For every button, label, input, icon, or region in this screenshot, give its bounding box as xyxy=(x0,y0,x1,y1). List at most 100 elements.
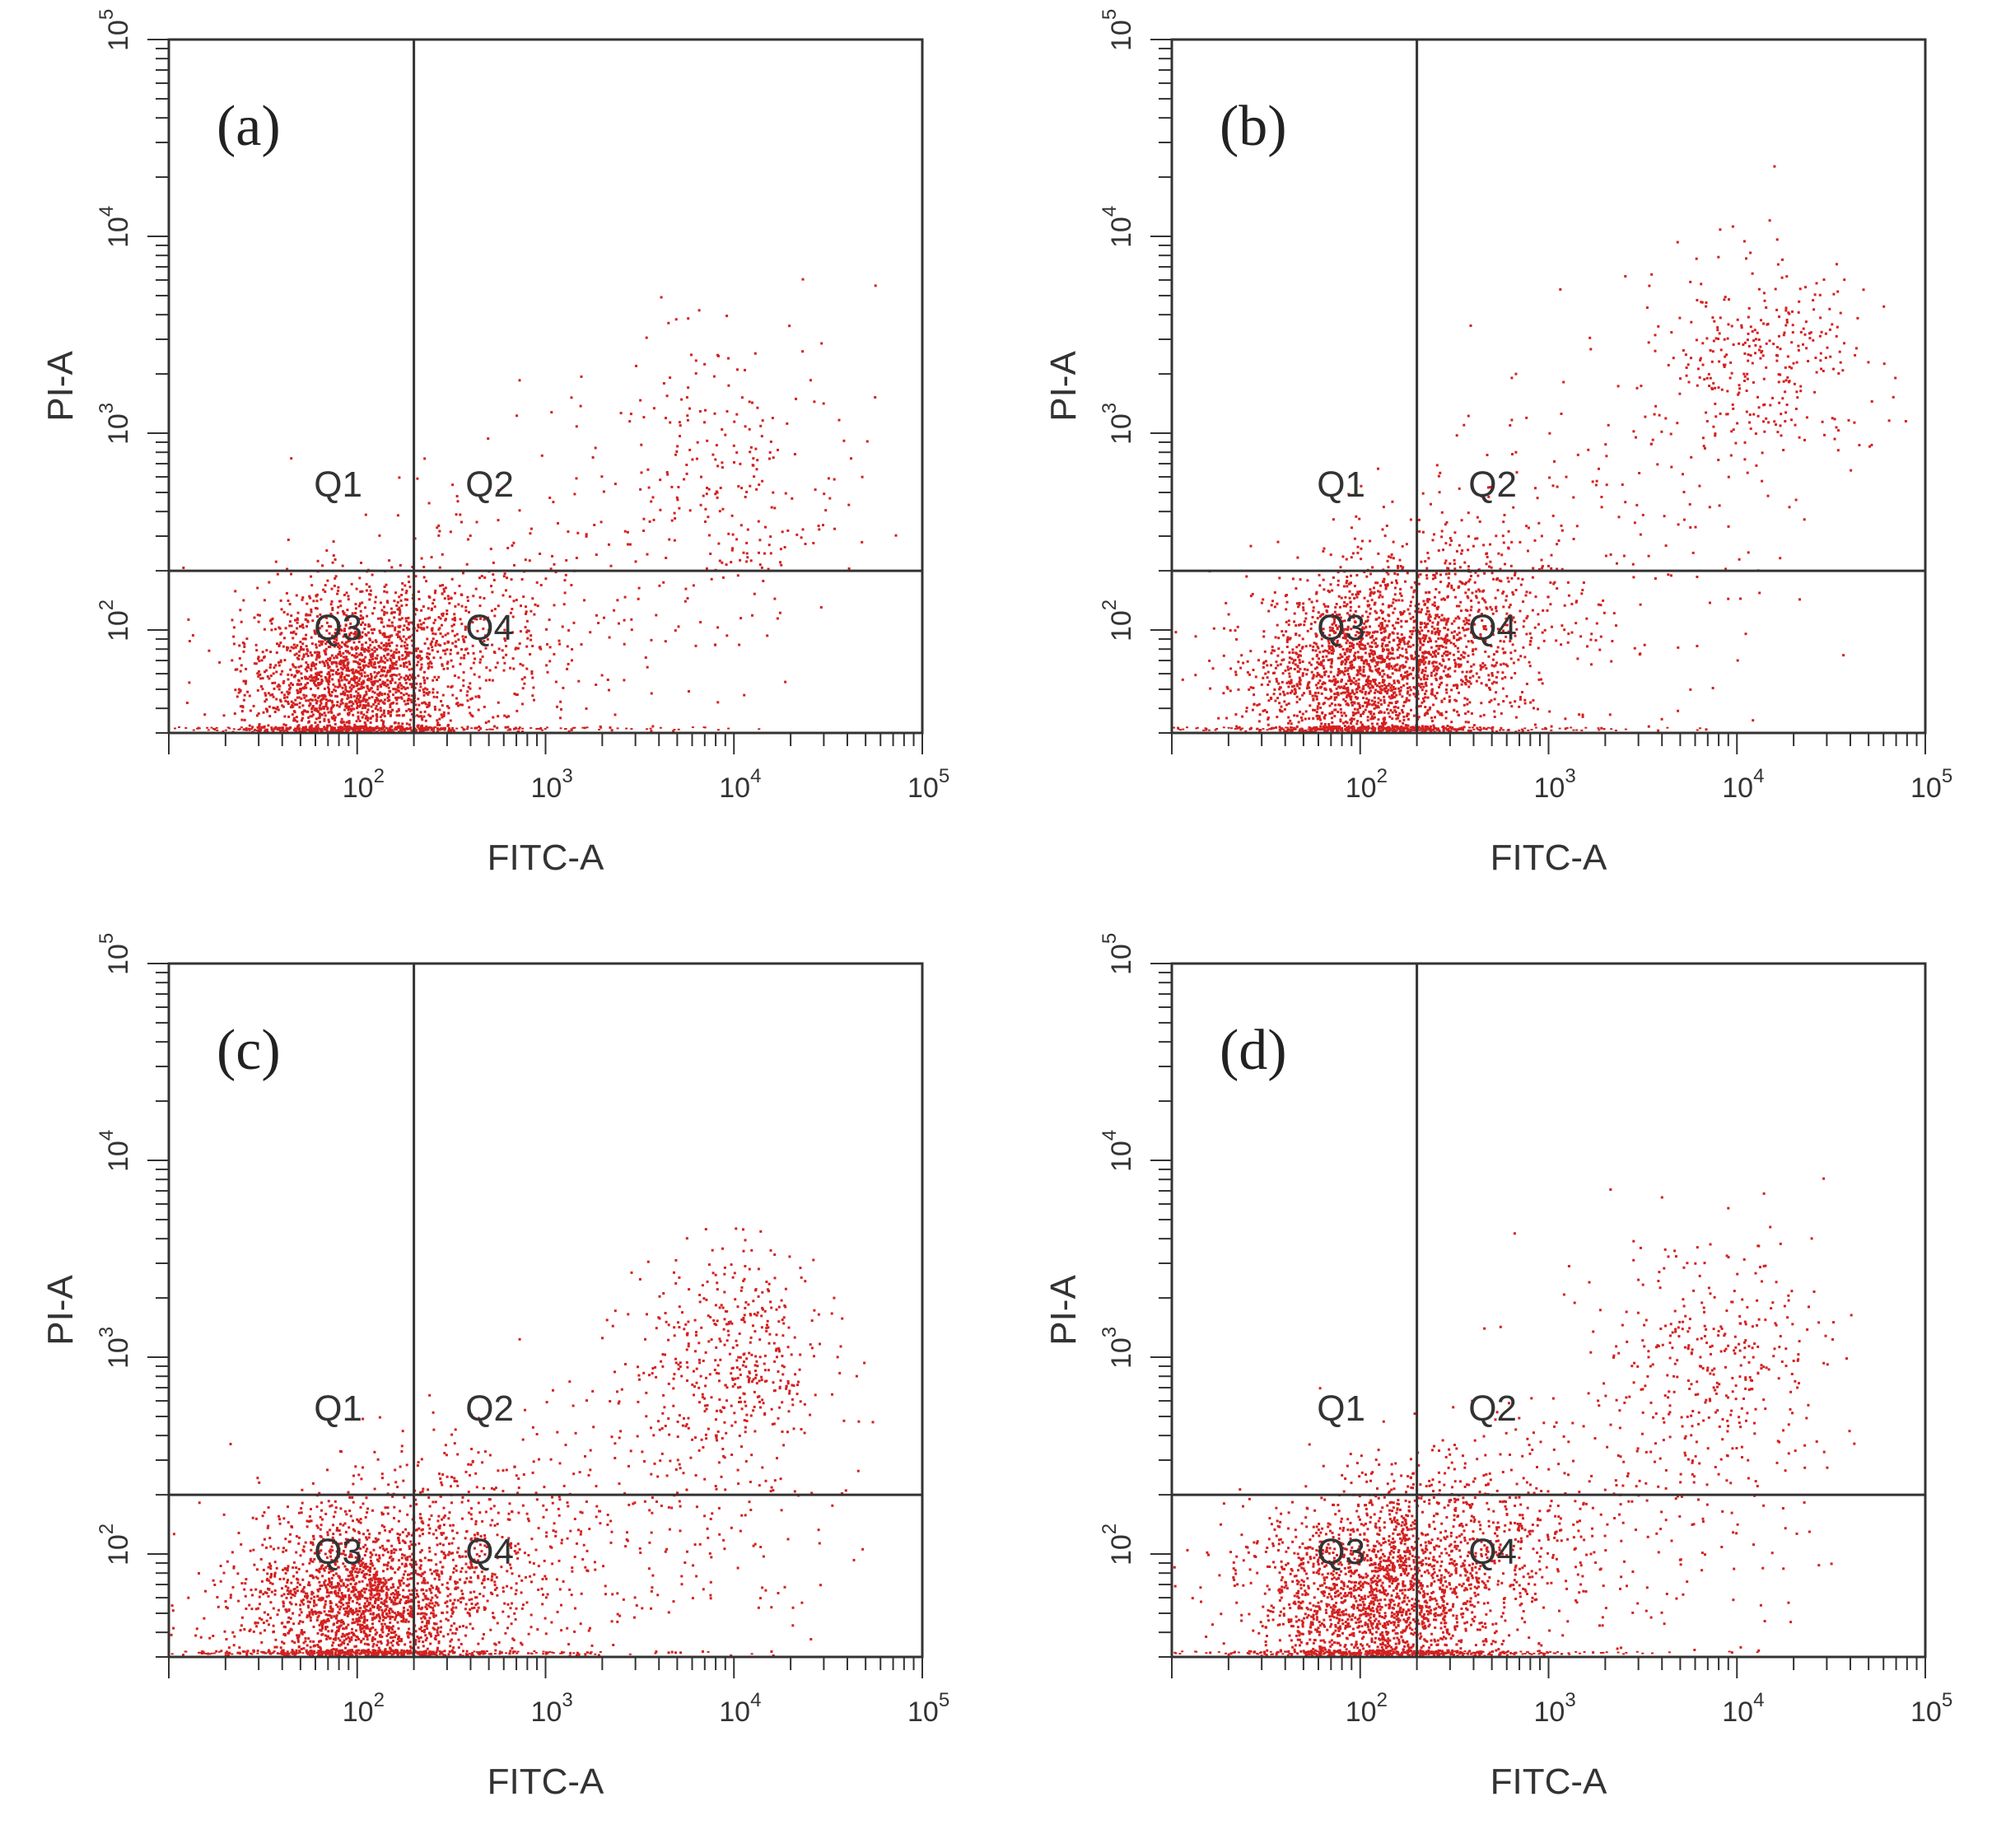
data-point xyxy=(1295,624,1298,627)
data-point xyxy=(628,543,632,546)
data-point xyxy=(274,628,277,631)
data-point xyxy=(405,693,408,695)
data-point xyxy=(674,517,677,520)
data-point xyxy=(280,691,283,694)
data-point xyxy=(1251,708,1254,712)
data-point xyxy=(286,567,289,571)
data-point xyxy=(1283,693,1286,697)
data-point xyxy=(1312,606,1315,609)
data-point xyxy=(248,729,251,731)
data-point xyxy=(367,665,370,668)
data-point xyxy=(686,414,689,418)
data-point xyxy=(814,488,817,492)
x-tick-label: 104 xyxy=(719,765,761,804)
data-point xyxy=(272,672,275,675)
data-point xyxy=(1234,713,1238,716)
data-point xyxy=(273,727,277,730)
data-point xyxy=(1286,665,1290,669)
data-point xyxy=(1388,683,1391,685)
data-point xyxy=(1245,575,1248,578)
data-point xyxy=(300,665,303,668)
data-point xyxy=(470,727,474,730)
data-point xyxy=(1465,622,1468,624)
data-point xyxy=(1435,677,1438,680)
data-point xyxy=(1364,651,1367,655)
data-point xyxy=(391,656,394,659)
data-point xyxy=(1457,615,1460,618)
data-point xyxy=(1365,625,1368,628)
data-point xyxy=(1332,675,1336,679)
data-point xyxy=(352,685,355,688)
data-point xyxy=(1430,690,1434,693)
data-point xyxy=(300,683,302,686)
data-point xyxy=(1529,701,1532,704)
data-point xyxy=(457,704,460,707)
data-point xyxy=(1422,600,1425,603)
data-point xyxy=(390,649,393,652)
data-point xyxy=(237,691,240,694)
data-point xyxy=(354,633,357,637)
data-point xyxy=(288,726,292,728)
data-point xyxy=(1432,665,1435,668)
data-point xyxy=(644,656,647,659)
data-point xyxy=(1303,620,1306,623)
data-point xyxy=(403,699,406,702)
data-point xyxy=(1417,716,1421,719)
data-point xyxy=(842,439,846,442)
data-point xyxy=(1428,660,1431,663)
data-point xyxy=(429,660,432,664)
data-point xyxy=(420,623,423,626)
data-point xyxy=(1459,657,1462,660)
data-point xyxy=(423,687,427,690)
data-point xyxy=(1369,665,1372,669)
data-point xyxy=(263,726,265,729)
data-point xyxy=(1294,663,1297,666)
data-point xyxy=(1399,587,1402,590)
data-point xyxy=(1467,565,1470,568)
data-point xyxy=(1347,675,1351,679)
data-point xyxy=(1459,663,1463,666)
data-point xyxy=(346,721,349,724)
data-point xyxy=(1418,684,1421,688)
data-point xyxy=(469,712,472,715)
data-point xyxy=(292,665,296,668)
data-point xyxy=(1262,635,1266,638)
data-point xyxy=(306,663,310,666)
data-point xyxy=(1463,703,1466,707)
data-point xyxy=(277,684,280,687)
data-point xyxy=(563,579,567,582)
data-point xyxy=(1399,665,1402,668)
data-point xyxy=(298,696,301,699)
data-point xyxy=(405,627,408,629)
data-point xyxy=(355,587,358,590)
data-point xyxy=(1301,674,1304,677)
data-point xyxy=(404,727,407,730)
data-point xyxy=(397,707,400,711)
data-point xyxy=(1522,646,1525,649)
data-point xyxy=(1381,603,1384,606)
data-point xyxy=(483,705,486,708)
data-point xyxy=(674,318,678,321)
data-point xyxy=(1349,616,1352,619)
data-point xyxy=(454,640,457,643)
data-point xyxy=(1346,585,1349,588)
data-point xyxy=(1341,620,1344,623)
data-point xyxy=(1363,622,1366,625)
data-point xyxy=(330,690,334,693)
data-point xyxy=(545,628,548,631)
data-point xyxy=(386,684,390,686)
data-point xyxy=(368,726,371,729)
data-point xyxy=(380,713,384,716)
data-point xyxy=(1499,567,1502,571)
data-point xyxy=(517,730,520,733)
data-point xyxy=(559,700,562,703)
data-point xyxy=(1521,730,1524,732)
data-point xyxy=(428,715,432,718)
data-point xyxy=(336,728,339,730)
data-point xyxy=(1368,652,1371,656)
data-point xyxy=(1312,708,1314,712)
data-point xyxy=(1475,590,1478,593)
data-point xyxy=(298,650,301,653)
data-point xyxy=(1585,617,1588,620)
data-point xyxy=(1397,639,1401,642)
